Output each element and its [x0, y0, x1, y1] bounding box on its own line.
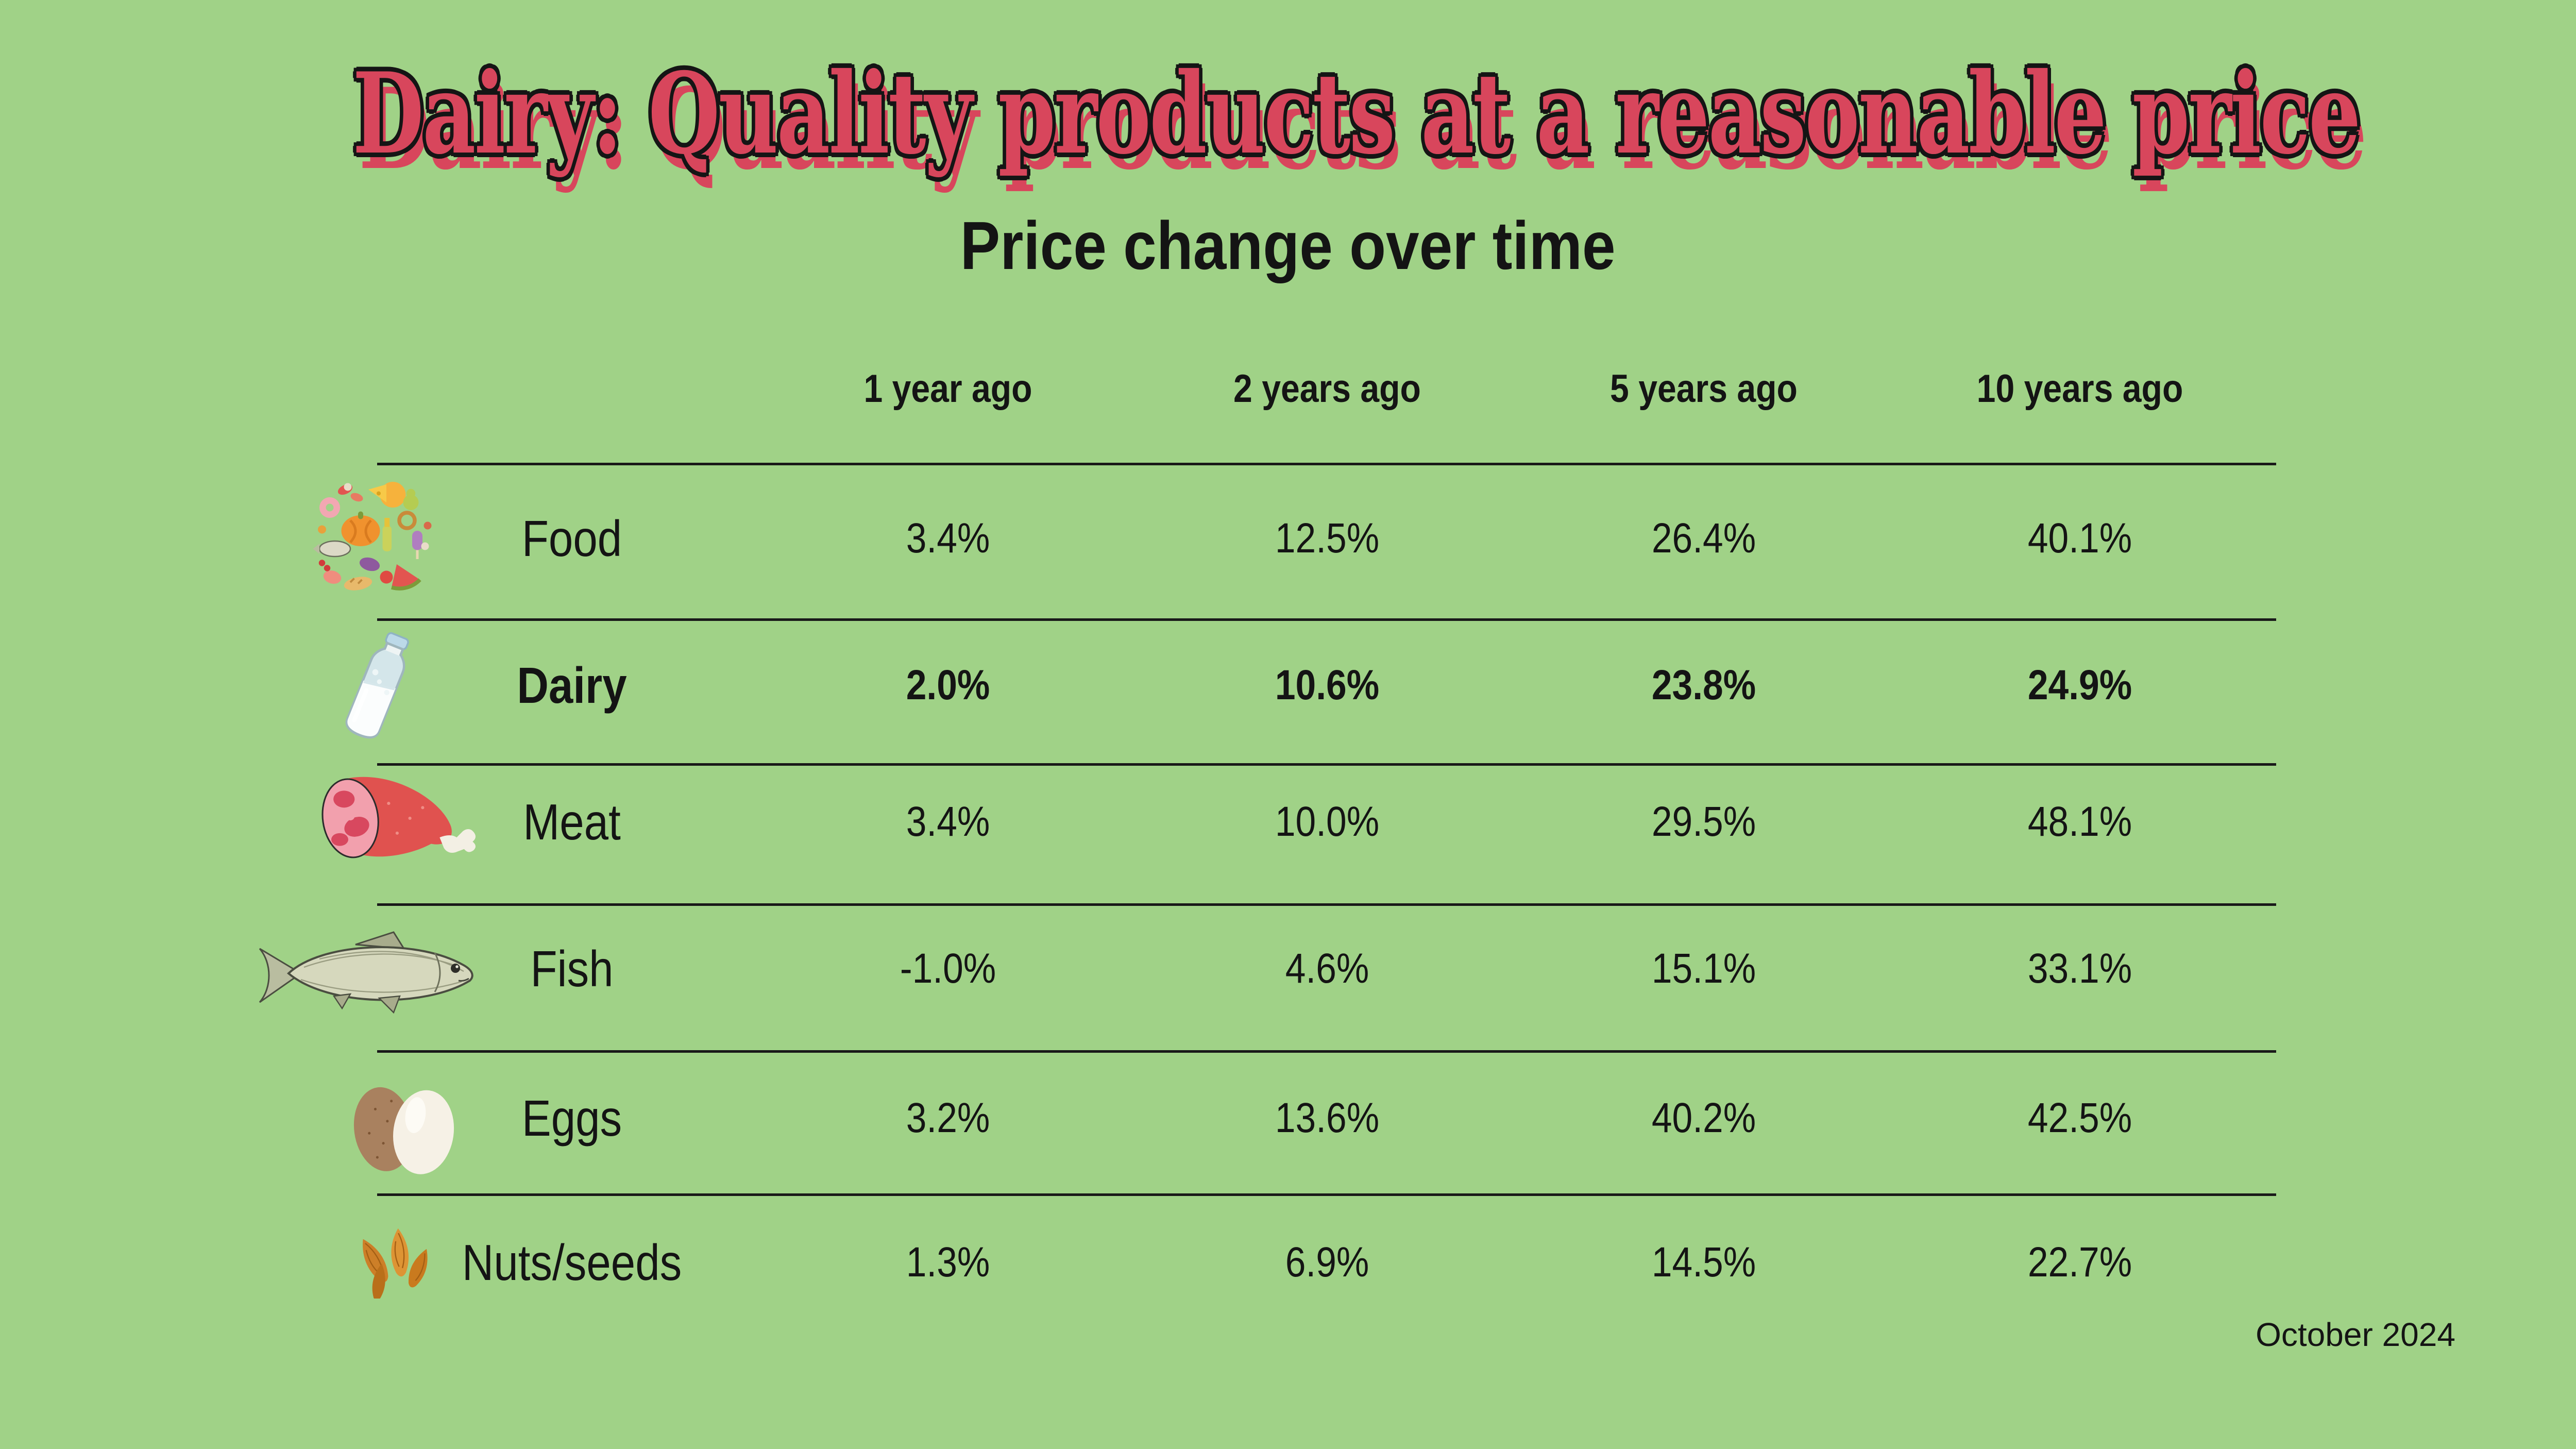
- row-divider: [377, 463, 2276, 465]
- row-label: Eggs: [521, 1090, 622, 1147]
- price-value: 15.1%: [1651, 945, 1756, 992]
- price-value: 29.5%: [1651, 798, 1756, 845]
- price-value: 48.1%: [2027, 798, 2132, 845]
- price-value: 6.9%: [1285, 1239, 1369, 1286]
- eggs-icon: [337, 1077, 471, 1177]
- price-value: 10.6%: [1275, 662, 1380, 709]
- row-divider: [377, 903, 2276, 906]
- row-divider: [377, 1050, 2276, 1053]
- row-label: Dairy: [517, 657, 627, 714]
- column-header: 5 years ago: [1610, 367, 1798, 411]
- price-value: 13.6%: [1275, 1094, 1380, 1141]
- price-value: 3.4%: [906, 798, 990, 845]
- price-value: 24.9%: [2027, 662, 2132, 709]
- ham-icon: [314, 770, 484, 868]
- food-collage-icon: [312, 469, 440, 598]
- price-value: 2.0%: [906, 662, 990, 709]
- almonds-icon: [350, 1219, 438, 1301]
- column-header: 1 year ago: [863, 367, 1032, 411]
- price-value: 12.5%: [1275, 515, 1380, 562]
- column-header: 10 years ago: [1976, 367, 2183, 411]
- row-divider: [377, 618, 2276, 621]
- fish-icon: [258, 930, 495, 1018]
- price-value: 22.7%: [2027, 1239, 2132, 1286]
- subtitle-row: Price change over time: [0, 205, 2576, 287]
- row-label: Nuts/seeds: [462, 1234, 682, 1291]
- price-value: 10.0%: [1275, 798, 1380, 845]
- milk-bottle-icon: [332, 626, 425, 747]
- price-value: -1.0%: [900, 945, 996, 992]
- price-value: 1.3%: [906, 1239, 990, 1286]
- column-header: 2 years ago: [1233, 367, 1421, 411]
- row-label: Food: [521, 510, 622, 567]
- row-label: Meat: [523, 794, 621, 850]
- price-value: 3.2%: [906, 1094, 990, 1141]
- price-value: 14.5%: [1651, 1239, 1756, 1286]
- row-divider: [377, 763, 2276, 766]
- row-label: Fish: [530, 940, 614, 997]
- page-title: Dairy: Quality products at a reasonable …: [352, 48, 2361, 179]
- price-value: 3.4%: [906, 515, 990, 562]
- row-divider: [377, 1193, 2276, 1196]
- title-row: Dairy: Quality products at a reasonable …: [0, 48, 2576, 179]
- subtitle: Price change over time: [960, 208, 1616, 283]
- price-value: 40.2%: [1651, 1094, 1756, 1141]
- price-value: 42.5%: [2027, 1094, 2132, 1141]
- price-value: 26.4%: [1651, 515, 1756, 562]
- date-label: October 2024: [2256, 1316, 2455, 1353]
- price-value: 33.1%: [2027, 945, 2132, 992]
- price-value: 23.8%: [1651, 662, 1756, 709]
- price-value: 4.6%: [1285, 945, 1369, 992]
- price-value: 40.1%: [2027, 515, 2132, 562]
